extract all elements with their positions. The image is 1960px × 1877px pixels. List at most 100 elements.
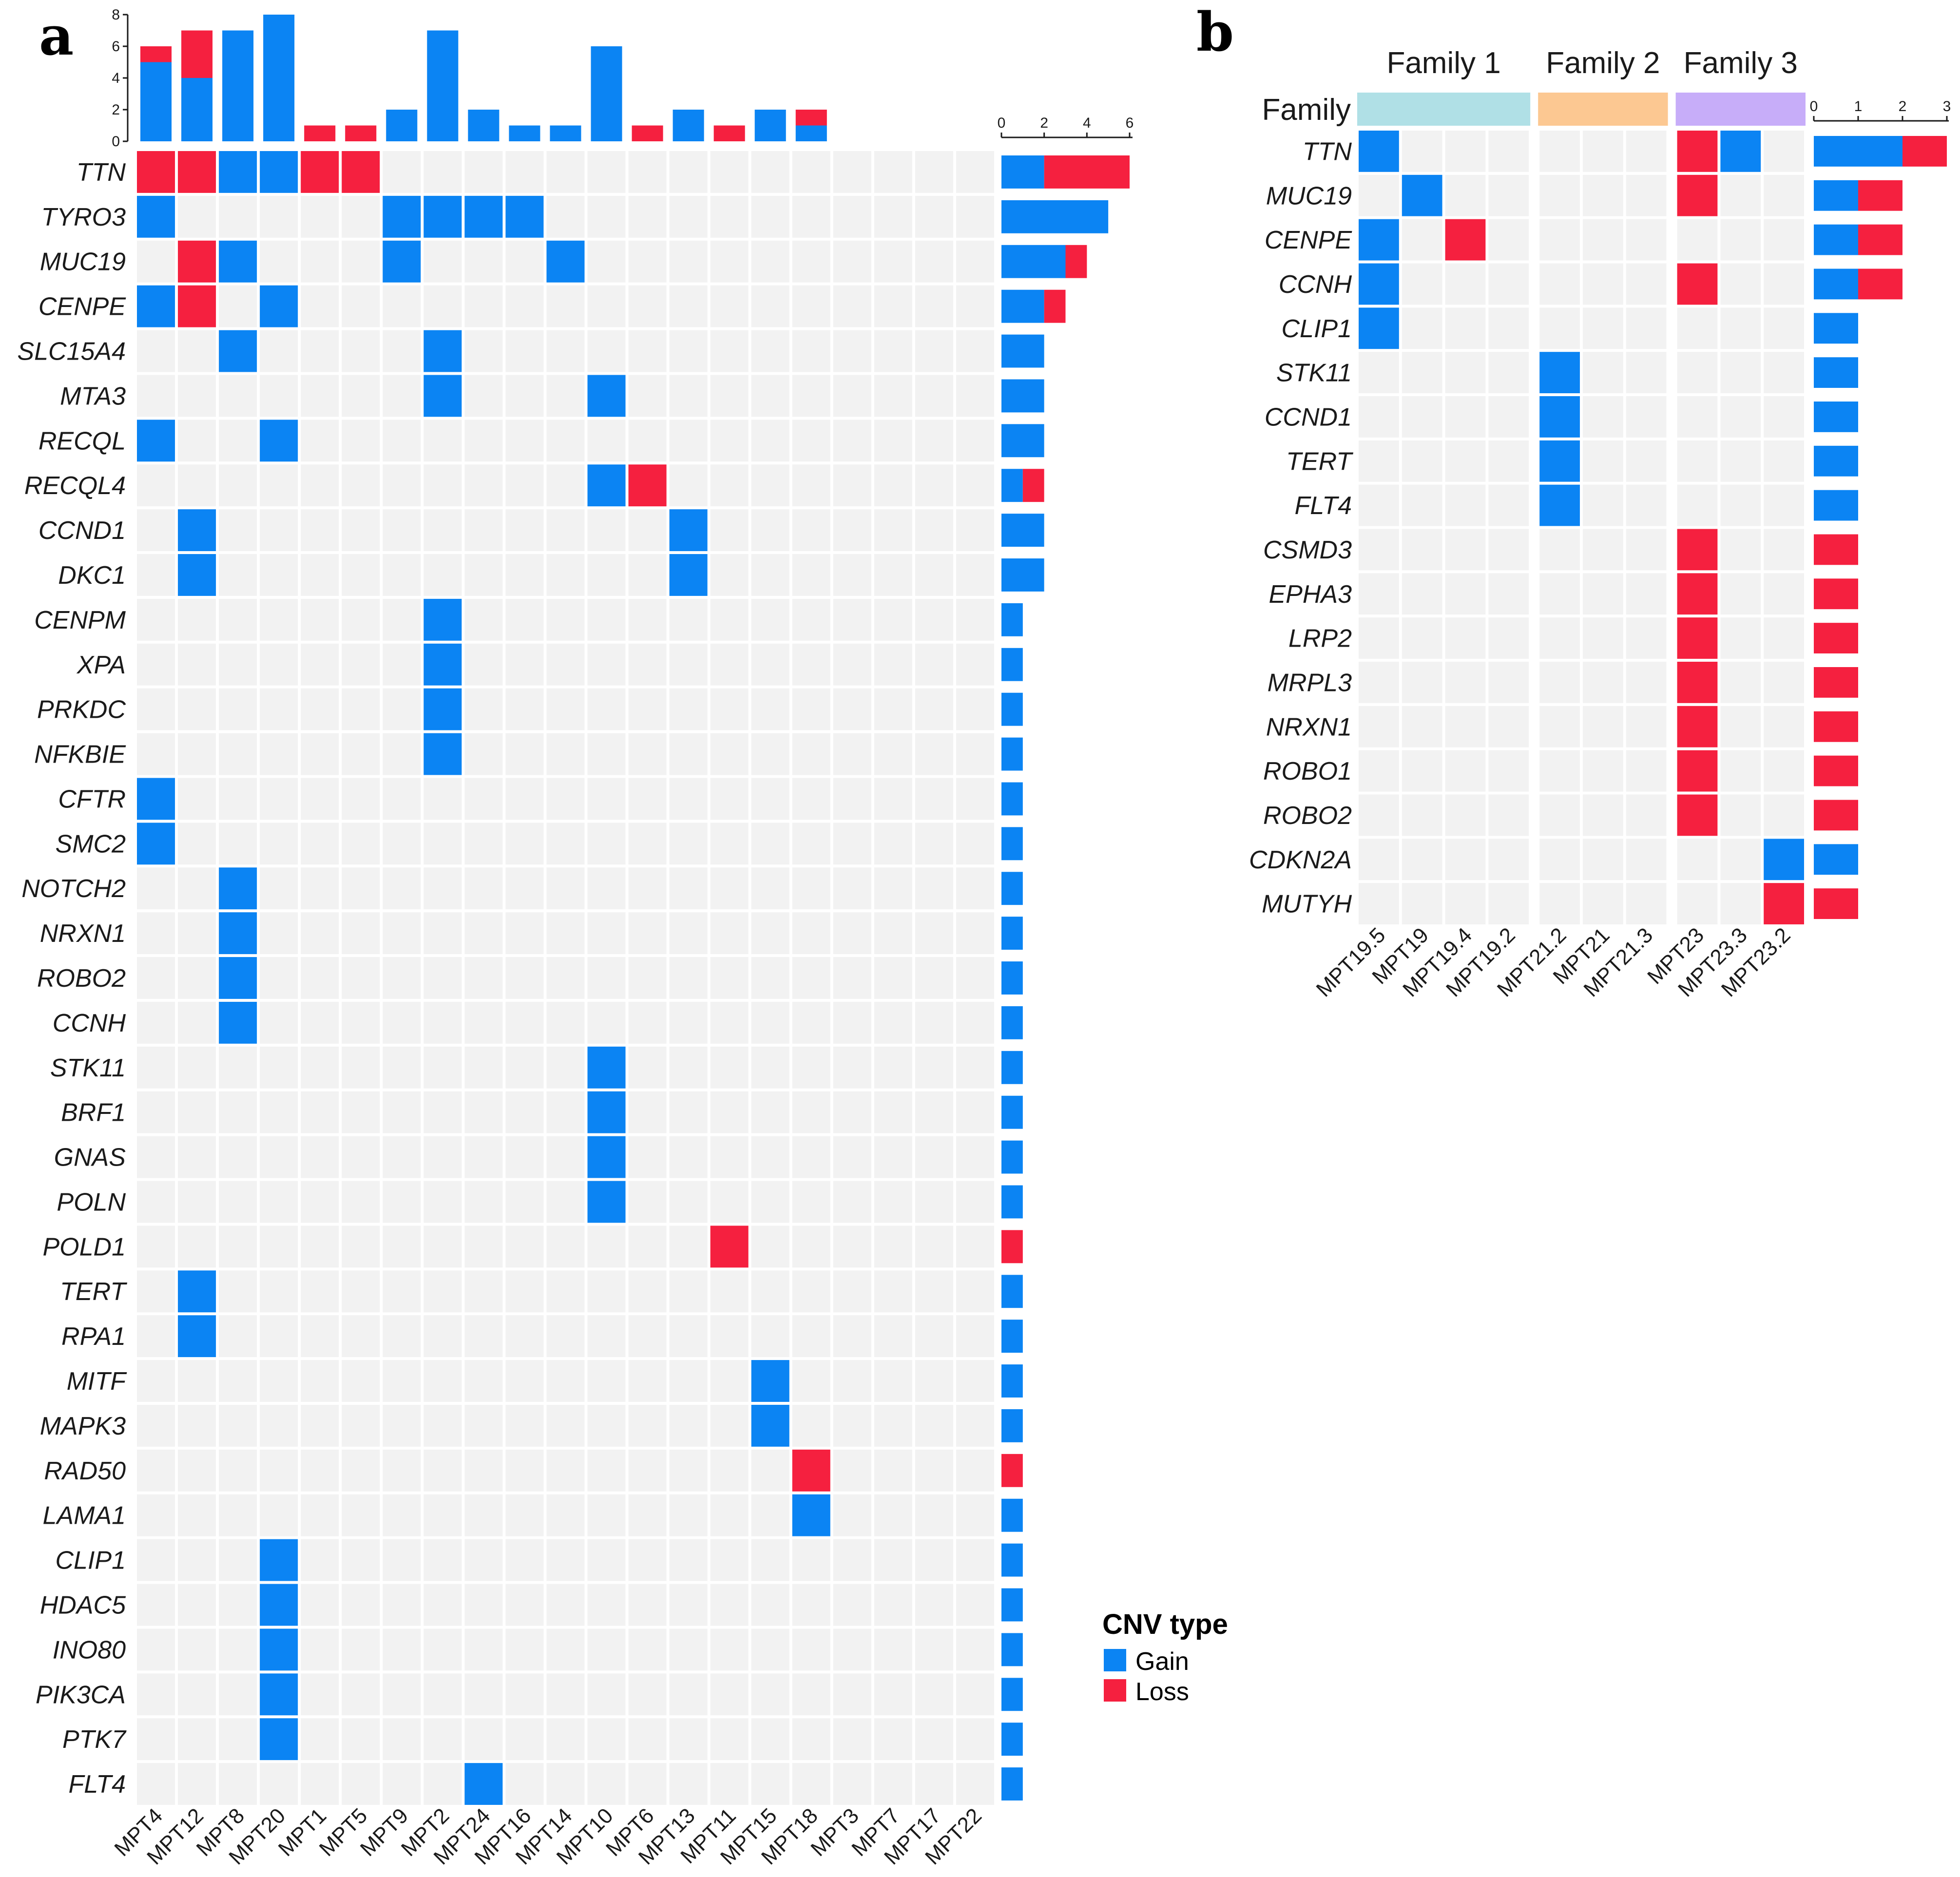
cell-slc15a4-mpt18 <box>792 330 830 372</box>
cell-ino80-mpt20 <box>260 1628 298 1671</box>
b-cell-flt4-mpt19-5 <box>1359 484 1399 526</box>
cell-mapk3-mpt8 <box>219 1404 257 1447</box>
cell-hdac5-mpt14 <box>546 1584 585 1626</box>
cell-ccnd1-mpt13 <box>669 509 708 552</box>
b-cell-clip1-mpt21 <box>1583 307 1623 349</box>
b-gene-label-csmd3: CSMD3 <box>1263 536 1352 564</box>
cell-mitf-mpt12 <box>178 1360 216 1402</box>
cell-smc2-mpt3 <box>833 823 871 865</box>
b-gene-label-epha3: EPHA3 <box>1268 580 1352 609</box>
cell-mitf-mpt17 <box>915 1360 953 1402</box>
b-right-bar-gain-ccnh <box>1814 268 1858 300</box>
cell-notch2-mpt17 <box>915 867 953 910</box>
cell-lama1-mpt20 <box>260 1494 298 1536</box>
cell-hdac5-mpt5 <box>342 1584 380 1626</box>
cell-smc2-mpt10 <box>587 823 626 865</box>
cell-robo2-mpt8 <box>219 957 257 999</box>
cell-slc15a4-mpt7 <box>874 330 912 372</box>
cell-ccnd1-mpt14 <box>546 509 585 552</box>
right-bar-gain-ptk7 <box>1001 1723 1023 1756</box>
cell-nfkbie-mpt14 <box>546 733 585 775</box>
cell-xpa-mpt16 <box>505 643 544 686</box>
cell-ino80-mpt22 <box>956 1628 994 1671</box>
cell-slc15a4-mpt24 <box>464 330 503 372</box>
b-cell-robo2-mpt21-2 <box>1539 794 1580 836</box>
cell-cenpm-mpt2 <box>423 598 462 641</box>
cell-mta3-mpt3 <box>833 375 871 417</box>
cell-notch2-mpt5 <box>342 867 380 910</box>
cell-robo2-mpt7 <box>874 957 912 999</box>
cell-mta3-mpt2 <box>423 375 462 417</box>
b-cell-mutyh-mpt21-2 <box>1539 883 1580 924</box>
cell-poln-mpt6 <box>628 1181 667 1223</box>
cell-cenpe-mpt15 <box>751 285 789 327</box>
b-cell-tert-mpt19 <box>1402 440 1442 482</box>
right-bar-gain-cenpe <box>1001 289 1044 323</box>
cell-gnas-mpt5 <box>342 1136 380 1178</box>
cell-muc19-mpt9 <box>383 240 421 283</box>
b-cell-mrpl3-mpt23-3 <box>1720 662 1761 703</box>
top-bar-gain-mpt15 <box>754 110 786 141</box>
cell-mapk3-mpt16 <box>505 1404 544 1447</box>
cell-stk11-mpt3 <box>833 1046 871 1089</box>
gene-label-robo2: ROBO2 <box>37 964 126 993</box>
b-cell-flt4-mpt21-2 <box>1539 484 1580 526</box>
cell-muc19-mpt7 <box>874 240 912 283</box>
cell-pik3ca-mpt7 <box>874 1673 912 1716</box>
cell-robo2-mpt6 <box>628 957 667 999</box>
cell-dkc1-mpt17 <box>915 554 953 596</box>
cell-recql4-mpt24 <box>464 464 503 507</box>
cell-slc15a4-mpt9 <box>383 330 421 372</box>
cell-xpa-mpt20 <box>260 643 298 686</box>
cell-mitf-mpt20 <box>260 1360 298 1402</box>
cell-ttn-mpt15 <box>751 151 789 193</box>
cell-lama1-mpt4 <box>137 1494 175 1536</box>
cell-ttn-mpt2 <box>423 151 462 193</box>
cell-hdac5-mpt7 <box>874 1584 912 1626</box>
b-right-bar-gain-clip1 <box>1814 313 1858 344</box>
cell-stk11-mpt8 <box>219 1046 257 1089</box>
right-axis-tick-label-4: 4 <box>1083 115 1091 131</box>
legend-loss-swatch <box>1104 1679 1126 1702</box>
b-cell-clip1-mpt19-4 <box>1445 307 1486 349</box>
cell-ccnh-mpt18 <box>792 1001 830 1044</box>
cell-rpa1-mpt1 <box>301 1315 339 1358</box>
cell-mitf-mpt9 <box>383 1360 421 1402</box>
cell-recql4-mpt16 <box>505 464 544 507</box>
cell-ttn-mpt7 <box>874 151 912 193</box>
cell-dkc1-mpt18 <box>792 554 830 596</box>
cell-rpa1-mpt22 <box>956 1315 994 1358</box>
family-title-family-1: Family 1 <box>1386 46 1500 80</box>
b-cell-tert-mpt21-2 <box>1539 440 1580 482</box>
cell-rad50-mpt6 <box>628 1449 667 1492</box>
b-cell-cenpe-mpt19-2 <box>1488 219 1529 261</box>
cell-flt4-mpt1 <box>301 1763 339 1805</box>
cell-ccnh-mpt8 <box>219 1001 257 1044</box>
cell-mitf-mpt6 <box>628 1360 667 1402</box>
cell-ptk7-mpt7 <box>874 1718 912 1761</box>
cell-mapk3-mpt22 <box>956 1404 994 1447</box>
b-cell-ccnh-mpt19-2 <box>1488 263 1529 305</box>
b-cell-mrpl3-mpt21-3 <box>1626 662 1667 703</box>
b-cell-epha3-mpt19 <box>1402 573 1442 615</box>
gene-label-rad50: RAD50 <box>44 1457 126 1485</box>
panel-a-top-barplot: 0 2 4 6 8 <box>112 7 827 150</box>
cell-mapk3-mpt2 <box>423 1404 462 1447</box>
cell-tert-mpt9 <box>383 1270 421 1313</box>
cell-rad50-mpt9 <box>383 1449 421 1492</box>
cell-xpa-mpt15 <box>751 643 789 686</box>
cell-robo2-mpt1 <box>301 957 339 999</box>
b-cell-ttn-mpt19-4 <box>1445 131 1486 172</box>
cell-cenpe-mpt17 <box>915 285 953 327</box>
cell-ino80-mpt13 <box>669 1628 708 1671</box>
cell-rpa1-mpt14 <box>546 1315 585 1358</box>
cell-gnas-mpt10 <box>587 1136 626 1178</box>
b-cell-csmd3-mpt21-3 <box>1626 529 1667 571</box>
cell-cenpe-mpt20 <box>260 285 298 327</box>
b-gene-label-mrpl3: MRPL3 <box>1268 669 1352 697</box>
cell-lama1-mpt1 <box>301 1494 339 1536</box>
cell-rad50-mpt24 <box>464 1449 503 1492</box>
cell-flt4-mpt6 <box>628 1763 667 1805</box>
cell-ttn-mpt17 <box>915 151 953 193</box>
